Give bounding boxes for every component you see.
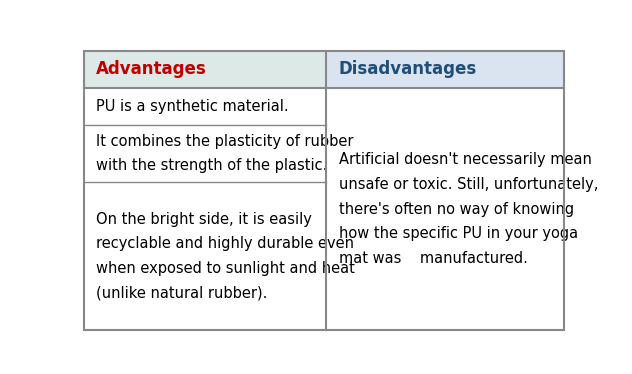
Text: On the bright side, it is easily
recyclable and highly durable even
when exposed: On the bright side, it is easily recycla… bbox=[96, 212, 355, 300]
FancyBboxPatch shape bbox=[326, 50, 564, 88]
FancyBboxPatch shape bbox=[84, 50, 326, 88]
Text: Disadvantages: Disadvantages bbox=[339, 60, 477, 79]
Text: Artificial doesn't necessarily mean
unsafe or toxic. Still, unfortunately,
there: Artificial doesn't necessarily mean unsa… bbox=[339, 152, 598, 266]
Text: PU is a synthetic material.: PU is a synthetic material. bbox=[96, 99, 289, 114]
Text: It combines the plasticity of rubber
with the strength of the plastic.: It combines the plasticity of rubber wit… bbox=[96, 134, 354, 173]
Text: Advantages: Advantages bbox=[96, 60, 207, 79]
